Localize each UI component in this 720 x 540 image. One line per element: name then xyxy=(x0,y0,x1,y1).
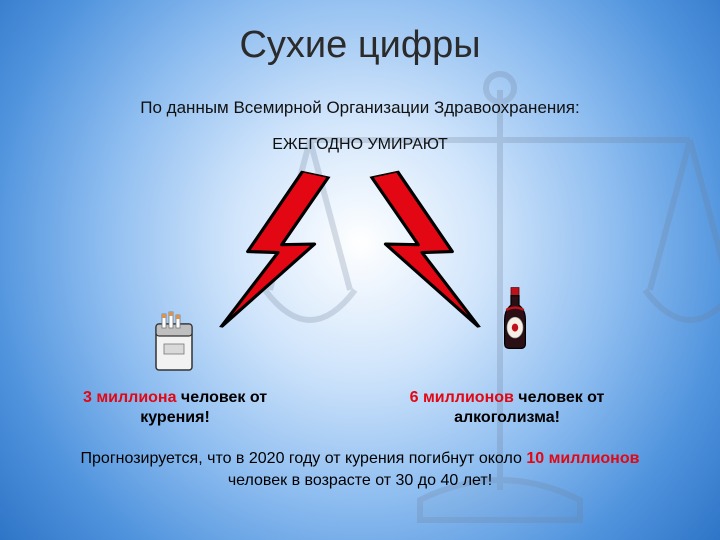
forecast-after: человек в возрасте от 30 до 40 лет! xyxy=(228,472,492,489)
forecast-text: Прогнозируется, что в 2020 году от курен… xyxy=(80,448,640,491)
page-title: Сухие цифры xyxy=(0,24,720,67)
lightning-bolt-right-icon xyxy=(344,157,497,348)
stat-alcohol: 6 миллионов человек от алкоголизма! xyxy=(402,388,612,428)
stat-smoking: 3 миллиона человек от курения! xyxy=(70,388,280,428)
stat-smoking-number: 3 миллиона xyxy=(83,389,177,406)
forecast-before: Прогнозируется, что в 2020 году от курен… xyxy=(81,450,527,467)
subtitle-line-2: ЕЖЕГОДНО УМИРАЮТ xyxy=(0,136,720,154)
subtitle-line-1: По данным Всемирной Организации Здравоох… xyxy=(0,98,720,118)
slide: Сухие цифры По данным Всемирной Организа… xyxy=(0,0,720,540)
lightning-bolt-left-icon xyxy=(204,157,357,348)
forecast-highlight: 10 миллионов xyxy=(526,450,639,467)
stat-alcohol-number: 6 миллионов xyxy=(410,389,514,406)
cigarette-pack-icon xyxy=(150,310,200,374)
bottle-icon xyxy=(490,286,540,350)
